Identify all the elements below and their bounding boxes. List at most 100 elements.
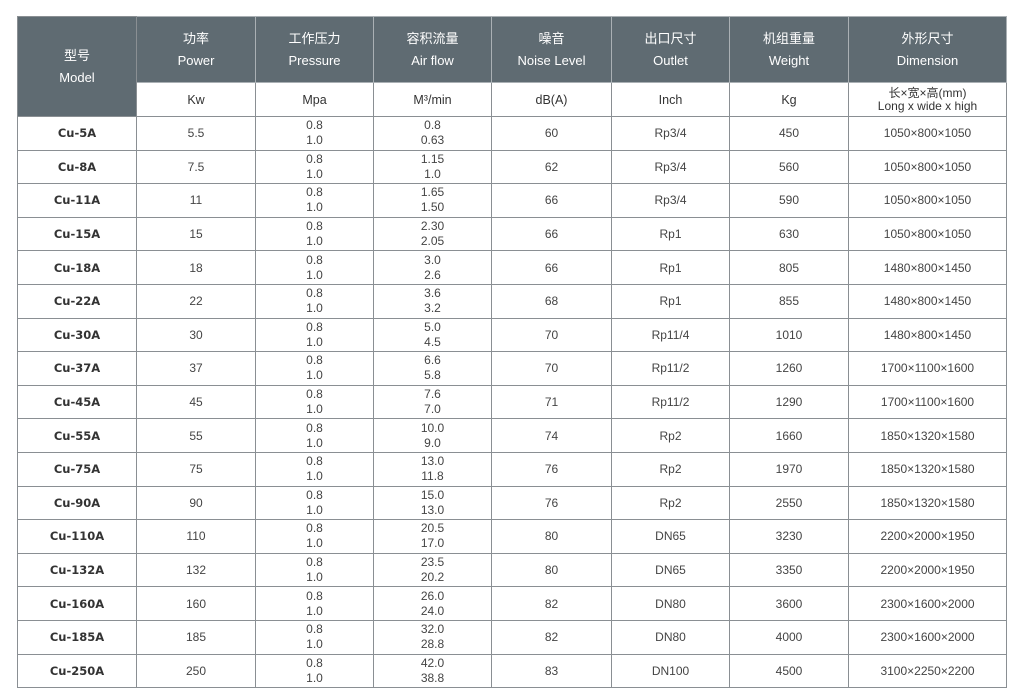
pressure-cell-value: 0.8 [306, 454, 323, 469]
pressure-cell-value: 0.8 [306, 185, 323, 200]
noise-cell: 82 [491, 619, 612, 655]
header-en: Noise Level [517, 52, 586, 68]
weight-cell: 1290 [729, 384, 849, 420]
air-flow-cell-value: 26.0 [420, 588, 445, 603]
pressure-cell-value: 0.8 [306, 118, 323, 133]
air-flow-cell-value: 7.6 [424, 387, 441, 402]
outlet-cell: Rp2 [611, 451, 730, 487]
noise-cell: 62 [491, 149, 612, 185]
model-cell: Cu-45A [17, 384, 137, 420]
noise-cell: 74 [491, 418, 612, 453]
noise-cell: 80 [491, 519, 612, 554]
pressure-cell-value: 1.0 [306, 603, 323, 618]
outlet-cell: DN80 [611, 619, 730, 655]
model-cell: Cu-132A [17, 552, 137, 588]
noise-cell: 71 [491, 384, 612, 420]
noise-cell: 60 [491, 116, 612, 151]
air-flow-cell-value: 13.0 [420, 454, 445, 469]
unit-pressure: Mpa [255, 82, 374, 117]
header-cn: 功率 [182, 30, 209, 46]
outlet-cell: Rp11/4 [611, 317, 730, 353]
table-row: Cu-185A 185 0.8 1.0 32.0 28.8 82 DN80 4000 2300×1… [17, 619, 1007, 655]
air-flow-cell: 13.0 11.8 [373, 451, 492, 487]
model-cell: Cu-22A [17, 283, 137, 319]
air-flow-cell-value: 11.8 [421, 469, 444, 484]
dimension-cell: 1700×1100×1600 [848, 351, 1007, 386]
pressure-cell-value: 1.0 [306, 402, 323, 417]
air-flow-cell-value: 0.63 [420, 133, 445, 148]
dimension-cell: 2200×2000×1950 [848, 519, 1007, 554]
pressure-cell-value: 0.8 [306, 487, 323, 502]
header-cn: 机组重量 [762, 30, 815, 46]
air-flow-cell-value: 5.8 [424, 368, 441, 383]
power-cell: 11 [136, 183, 256, 218]
model-cell: Cu-90A [17, 485, 137, 521]
pressure-cell-value: 1.0 [306, 670, 323, 685]
pressure-cell: 0.8 1.0 [255, 384, 374, 420]
noise-cell: 70 [491, 351, 612, 386]
dimension-cell: 1850×1320×1580 [848, 418, 1007, 453]
noise-cell: 83 [491, 653, 612, 689]
noise-cell: 66 [491, 183, 612, 218]
air-flow-cell-value: 1.0 [424, 166, 441, 181]
table-row: Cu-30A 30 0.8 1.0 5.0 4.5 70 Rp11/4 1010 1480×800… [17, 317, 1007, 353]
noise-cell: 82 [491, 586, 612, 621]
outlet-cell: Rp11/2 [611, 384, 730, 420]
outlet-cell: Rp3/4 [611, 116, 730, 151]
pressure-cell: 0.8 1.0 [255, 619, 374, 655]
pressure-cell: 0.8 1.0 [255, 317, 374, 353]
model-cell: Cu-5A [17, 116, 137, 151]
outlet-cell: Rp2 [611, 485, 730, 521]
air-flow-cell: 6.6 5.8 [373, 351, 492, 386]
power-cell: 250 [136, 653, 256, 689]
table-row: Cu-160A 160 0.8 1.0 26.0 24.0 82 DN80 3600 2300×1… [17, 586, 1007, 621]
dimension-cell: 1050×800×1050 [848, 183, 1007, 218]
pressure-cell-value: 1.0 [306, 166, 323, 181]
header-noise: 噪音 Noise Level [491, 16, 612, 83]
table-row: Cu-15A 15 0.8 1.0 2.30 2.05 66 Rp1 630 1050×800×1… [17, 216, 1007, 252]
air-flow-cell-value: 28.8 [420, 637, 445, 652]
outlet-cell: Rp3/4 [611, 183, 730, 218]
pressure-cell: 0.8 1.0 [255, 216, 374, 252]
unit-outlet: Inch [611, 82, 730, 117]
weight-cell: 590 [729, 183, 849, 218]
pressure-cell-value: 1.0 [306, 234, 323, 249]
pressure-cell-value: 1.0 [306, 301, 323, 316]
pressure-cell: 0.8 1.0 [255, 485, 374, 521]
outlet-cell: Rp1 [611, 216, 730, 252]
pressure-cell-value: 0.8 [306, 252, 323, 267]
pressure-cell-value: 0.8 [306, 521, 323, 536]
dimension-cell: 2300×1600×2000 [848, 586, 1007, 621]
dimension-cell: 1850×1320×1580 [848, 451, 1007, 487]
unit-dimension-en: Long x wide x high [877, 98, 978, 113]
weight-cell: 4500 [729, 653, 849, 689]
pressure-cell-value: 0.8 [306, 588, 323, 603]
power-cell: 7.5 [136, 149, 256, 185]
noise-cell: 66 [491, 250, 612, 285]
table-row: Cu-11A 11 0.8 1.0 1.65 1.50 66 Rp3/4 590 1050×800… [17, 183, 1007, 218]
model-cell: Cu-18A [17, 250, 137, 285]
header-en: Air flow [411, 52, 454, 68]
air-flow-cell-value: 5.0 [424, 319, 441, 334]
pressure-cell-value: 0.8 [306, 319, 323, 334]
air-flow-cell: 3.0 2.6 [373, 250, 492, 285]
outlet-cell: Rp1 [611, 283, 730, 319]
noise-cell: 80 [491, 552, 612, 588]
air-flow-cell-value: 3.0 [424, 252, 441, 267]
air-flow-cell-value: 6.6 [424, 353, 441, 368]
dimension-cell: 1480×800×1450 [848, 317, 1007, 353]
power-cell: 15 [136, 216, 256, 252]
pressure-cell-value: 1.0 [306, 637, 323, 652]
model-cell: Cu-55A [17, 418, 137, 453]
outlet-cell: Rp2 [611, 418, 730, 453]
model-cell: Cu-75A [17, 451, 137, 487]
outlet-cell: DN65 [611, 519, 730, 554]
header-en: Weight [768, 52, 810, 68]
unit-row: Kw Mpa M³/min dB(A) Inch Kg 长×宽×高(mm) Lo… [18, 82, 1007, 117]
outlet-cell: DN65 [611, 552, 730, 588]
unit-dimension: 长×宽×高(mm) Long x wide x high [848, 82, 1007, 117]
header-row: 型号 Model 功率 Power 工作压力 Pressure 容积流量 Air fl… [17, 16, 1007, 117]
air-flow-cell-value: 15.0 [420, 487, 445, 502]
noise-cell: 76 [491, 451, 612, 487]
air-flow-cell: 15.0 13.0 [373, 485, 492, 521]
